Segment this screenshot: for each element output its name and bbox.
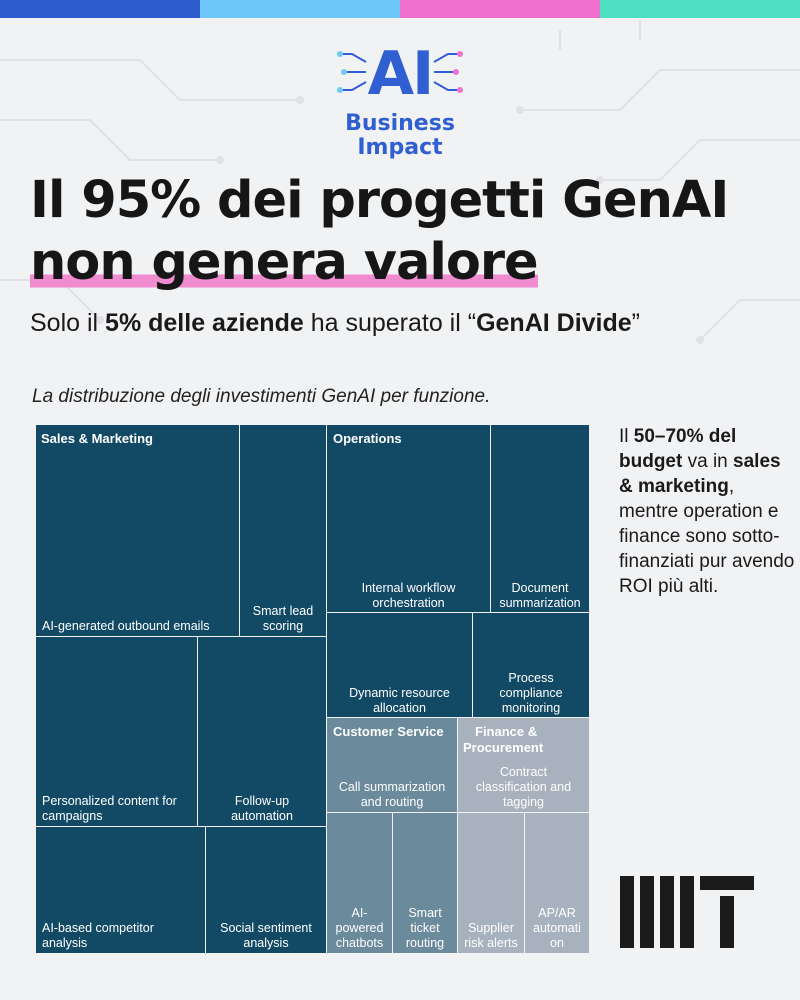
- top-bar-segment-teal: [600, 0, 800, 18]
- mit-logo: [620, 876, 754, 948]
- treemap-label-ap-ar-automation: AP/AR automati on: [533, 906, 581, 950]
- treemap-group-finance-procurement: Finance & Procurement: [463, 724, 544, 755]
- treemap-tile-document-summarization: [491, 425, 589, 612]
- treemap-label-ai-generated-outbound-emails: AI-generated outbound emails: [42, 619, 209, 633]
- treemap-tile-contract-classification-and-tagging: [458, 718, 589, 812]
- headline-line-2: non genera valore: [30, 233, 539, 292]
- treemap-tile-call-summarization-and-routing: [327, 718, 457, 812]
- treemap-group-operations: Operations: [333, 431, 402, 446]
- side-note-b1: 50–70% del budget: [619, 426, 737, 472]
- side-note-b2: sales & marketing: [619, 451, 781, 497]
- treemap-label-ai-powered-chatbots: AI-powered chatbots: [336, 906, 384, 950]
- chart-caption: La distribuzione degli investimenti GenA…: [32, 386, 491, 407]
- treemap-tile-supplier-risk-alerts: [458, 813, 524, 953]
- treemap-label-personalized-content-for-campaigns: Personalized content for campaigns: [42, 794, 177, 823]
- treemap-label-dynamic-resource-allocation: Dynamic resource allocation: [349, 686, 450, 715]
- headline: Il 95% dei progetti GenAI non genera val…: [30, 170, 790, 294]
- treemap-group-customer-service: Customer Service: [333, 724, 444, 739]
- treemap-tile-internal-workflow-orchestration: [327, 425, 490, 612]
- top-color-bar: [0, 0, 800, 18]
- treemap-label-ai-based-competitor-analysis: AI-based competitor analysis: [42, 921, 154, 950]
- ai-business-impact-logo: AI Business Impact: [330, 32, 470, 162]
- treemap-tile-personalized-content-for-campaigns: [36, 637, 197, 826]
- circuit-icon: [337, 51, 463, 93]
- treemap-label-supplier-risk-alerts: Supplier risk alerts: [464, 921, 517, 950]
- headline-line-1: Il 95% dei progetti GenAI: [30, 171, 729, 230]
- subtitle-bold-2: GenAI Divide: [476, 309, 632, 337]
- treemap-tile-ap-ar-automation: [525, 813, 589, 953]
- treemap-label-smart-ticket-routing: Smart ticket routing: [406, 906, 444, 950]
- treemap-tile-ai-generated-outbound-emails: [36, 425, 239, 636]
- side-note-t3: , mentre operation e finance sono sotto-…: [619, 476, 795, 597]
- treemap-label-internal-workflow-orchestration: Internal workflow orchestration: [362, 581, 457, 610]
- treemap-label-process-compliance-monitoring: Process compliance monitoring: [499, 671, 562, 715]
- treemap-tile-dynamic-resource-allocation: [327, 613, 472, 717]
- treemap-label-document-summarization: Document summarization: [499, 581, 580, 610]
- subtitle-part-2: ha superato il “: [303, 309, 477, 337]
- treemap-label-follow-up-automation: Follow-up automation: [231, 794, 293, 823]
- treemap-tile-smart-lead-scoring: [240, 425, 326, 636]
- subtitle-part-3: ”: [631, 309, 640, 337]
- treemap-tile-smart-ticket-routing: [393, 813, 457, 953]
- treemap-tile-ai-powered-chatbots: [327, 813, 392, 953]
- top-bar-segment-blue: [0, 0, 200, 18]
- treemap-group-sales-marketing: Sales & Marketing: [41, 431, 153, 446]
- top-bar-segment-pink: [400, 0, 600, 18]
- subtitle-part-1: Solo il: [30, 309, 106, 337]
- logo-line-1: Business: [345, 111, 455, 136]
- logo-mark: AI: [367, 39, 435, 109]
- treemap-tile-ai-based-competitor-analysis: [36, 827, 205, 953]
- treemap-label-contract-classification-and-tagging: Contract classification and tagging: [476, 765, 571, 809]
- side-note-t2: va in: [682, 451, 734, 472]
- treemap-tile-social-sentiment-analysis: [206, 827, 326, 953]
- side-note: Il 50–70% del budget va in sales & marke…: [619, 424, 795, 599]
- treemap-tile-process-compliance-monitoring: [473, 613, 589, 717]
- top-bar-segment-lightblue: [200, 0, 400, 18]
- side-note-t1: Il: [619, 426, 634, 447]
- treemap-tile-follow-up-automation: [198, 637, 326, 826]
- subtitle-bold-1: 5% delle aziende: [105, 309, 304, 337]
- logo-line-2: Impact: [357, 135, 443, 160]
- treemap-label-social-sentiment-analysis: Social sentiment analysis: [220, 921, 312, 950]
- treemap-label-call-summarization-and-routing: Call summarization and routing: [339, 780, 445, 809]
- subtitle: Solo il 5% delle aziende ha superato il …: [30, 306, 790, 340]
- treemap-label-smart-lead-scoring: Smart lead scoring: [253, 604, 313, 633]
